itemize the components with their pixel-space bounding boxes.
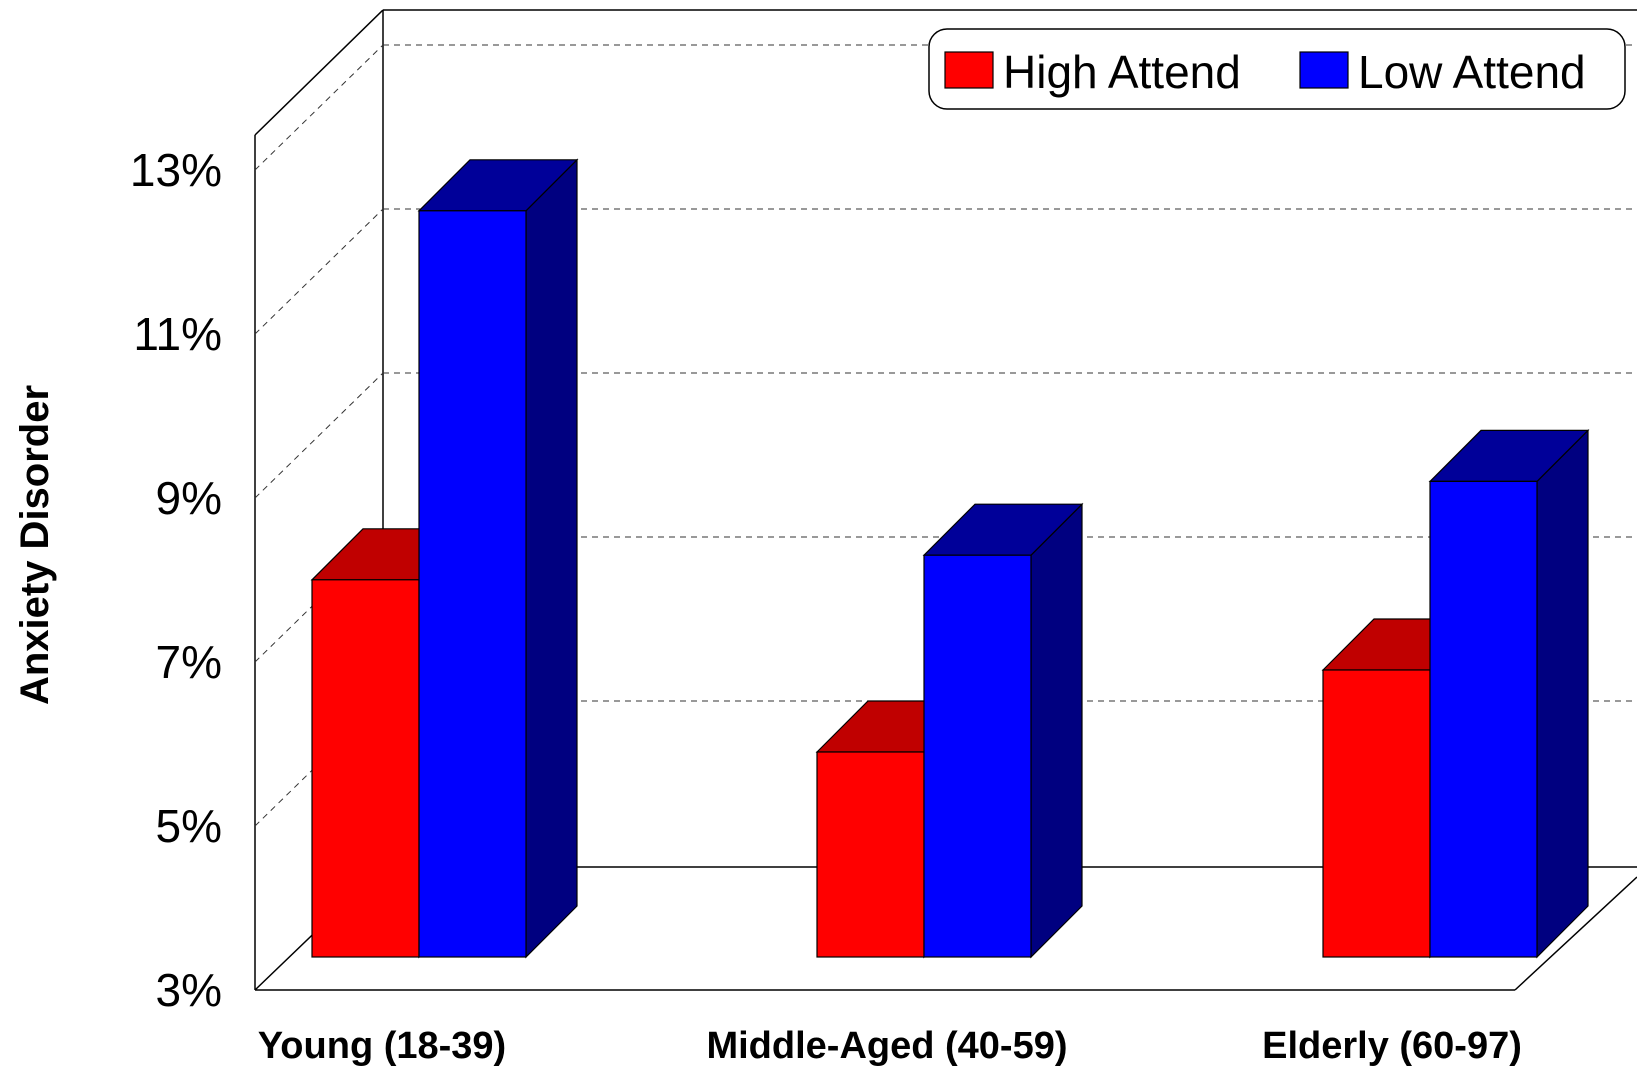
y-tick-label: 13% [130, 144, 222, 196]
side-wall-top-edge [254, 9, 384, 136]
gridline-side-4 [254, 208, 384, 335]
x-category-labels: Young (18-39) Middle-Aged (40-59) Elderly … [258, 1025, 1522, 1067]
y-axis-title: Anxiety Disorder [13, 385, 57, 705]
y-tick-labels: 3% 5% 7% 9% 11% 13% [130, 144, 222, 1016]
y-tick-label: 3% [156, 964, 222, 1016]
bars [310, 158, 1590, 959]
bar-low-attend [923, 554, 1032, 958]
bar-low-attend [418, 210, 527, 958]
gridline-side-3 [254, 372, 384, 499]
floor-right-edge [1514, 876, 1637, 991]
bar-side-low-attend [525, 158, 578, 959]
bar-high-attend [816, 751, 925, 958]
bar-low-attend [1429, 480, 1538, 958]
y-tick-label: 7% [156, 636, 222, 688]
legend: High Attend Low Attend [928, 28, 1626, 110]
bar-side-low-attend [1536, 428, 1589, 959]
bar-high-attend [1322, 669, 1431, 958]
legend-label: High Attend [1003, 46, 1241, 98]
legend-swatch-high-attend [944, 51, 994, 89]
x-category-label: Young (18-39) [258, 1025, 506, 1067]
y-tick-label: 5% [156, 800, 222, 852]
y-tick-label: 9% [156, 472, 222, 524]
gridline-side-5 [254, 44, 384, 171]
x-category-label: Middle-Aged (40-59) [706, 1025, 1067, 1067]
x-category-label: Elderly (60-97) [1262, 1025, 1522, 1067]
bar-side-low-attend [1030, 502, 1083, 959]
legend-swatch-low-attend [1299, 51, 1349, 89]
y-tick-label: 11% [133, 308, 222, 360]
bar-high-attend [311, 579, 420, 958]
legend-box [928, 28, 1626, 110]
legend-label: Low Attend [1358, 46, 1586, 98]
